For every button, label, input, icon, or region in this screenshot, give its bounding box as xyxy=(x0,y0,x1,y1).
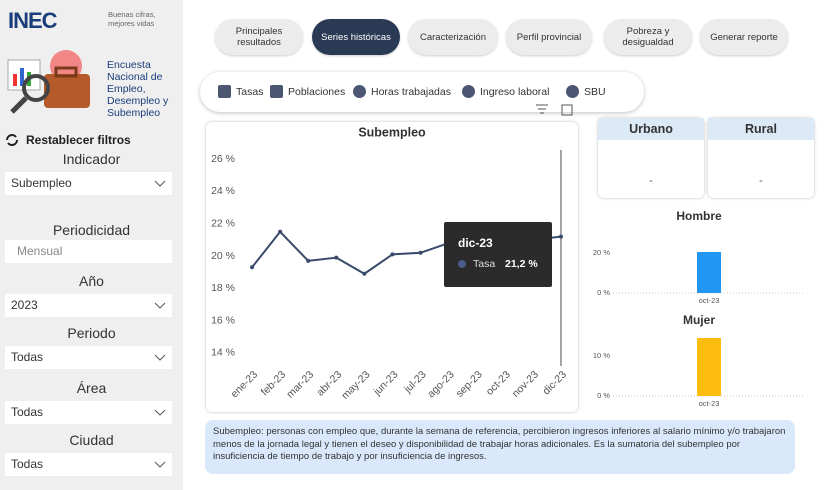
nav-tab[interactable]: Pobreza y desigualdad xyxy=(604,19,692,55)
chart-title: Hombre xyxy=(676,209,722,223)
subtab[interactable]: SBU xyxy=(584,86,606,98)
area-header: Urbano xyxy=(598,118,704,140)
survey-icon xyxy=(7,50,90,114)
filter-label: Ciudad xyxy=(69,432,114,448)
bar xyxy=(697,338,721,396)
nav-tab[interactable]: Series históricas xyxy=(312,19,400,55)
filter-select[interactable]: Todas xyxy=(5,401,172,424)
filter-label: Periodicidad xyxy=(52,222,131,238)
y-tick-label: 20 % xyxy=(593,248,610,257)
survey-title: Encuesta Nacional de Empleo, Desempleo y… xyxy=(107,59,169,119)
chevron xyxy=(154,180,166,187)
area-header: Rural xyxy=(708,118,814,140)
description: Subempleo: personas con empleo que, dura… xyxy=(205,420,795,474)
chart-title: Mujer xyxy=(683,313,715,327)
line-chart-card xyxy=(206,122,578,412)
logo: INEC xyxy=(8,8,58,33)
reset-label: Restablecer filtros xyxy=(26,133,131,147)
filter-select[interactable]: Todas xyxy=(5,453,172,476)
filter-select[interactable]: Todas xyxy=(5,346,172,369)
chevron xyxy=(154,409,166,416)
subtab-icon xyxy=(566,85,579,98)
subtab[interactable]: Poblaciones xyxy=(288,86,346,98)
filter-label: Periodo xyxy=(67,325,116,341)
chevron xyxy=(154,461,166,468)
nav-tab[interactable]: Generar reporte xyxy=(700,19,788,55)
tagline: Buenas cifras, mejores vidas xyxy=(108,10,156,28)
area-value: - xyxy=(759,175,763,187)
subtab-icon xyxy=(218,85,231,98)
reset-filters[interactable]: Restablecer filtros xyxy=(4,132,131,148)
subtab[interactable]: Ingreso laboral xyxy=(480,86,550,98)
y-tick-label: 0 % xyxy=(597,288,610,297)
chart-tools xyxy=(536,104,573,116)
filter-label: Año xyxy=(79,273,104,289)
nav-tab[interactable]: Caracterización xyxy=(408,19,498,55)
subtab-icon xyxy=(270,85,283,98)
subtab-icon xyxy=(353,85,366,98)
bar xyxy=(697,252,721,293)
x-tick-label: oct-23 xyxy=(699,296,720,305)
area-value: - xyxy=(649,175,653,187)
x-tick-label: oct-23 xyxy=(699,399,720,408)
chevron xyxy=(154,354,166,361)
y-tick-label: 10 % xyxy=(593,351,610,360)
filter-select[interactable]: Subempleo xyxy=(5,172,172,195)
sidebar: INEC Buenas cifras, mejores vidas Encues… xyxy=(0,0,183,490)
chevron xyxy=(154,302,166,309)
filter-select[interactable]: 2023 xyxy=(5,294,172,317)
filter-select[interactable]: Mensual xyxy=(5,240,172,263)
subtab[interactable]: Tasas xyxy=(236,86,264,98)
nav-tab[interactable]: Perfil provincial xyxy=(506,19,592,55)
y-tick-label: 0 % xyxy=(597,391,610,400)
subtab-icon xyxy=(462,85,475,98)
filter-label: Área xyxy=(76,380,107,396)
filter-label: Indicador xyxy=(62,151,121,167)
subtab[interactable]: Horas trabajadas xyxy=(371,86,451,98)
nav-tab[interactable]: Principales resultados xyxy=(215,19,303,55)
